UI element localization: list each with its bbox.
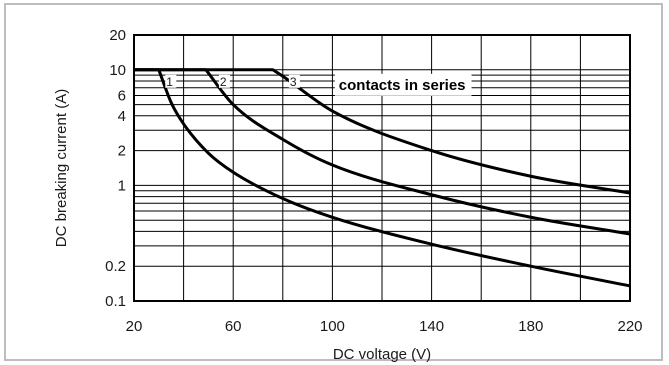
curves: 1 2 3: [134, 68, 631, 288]
y-tick-label: 2: [118, 143, 126, 160]
x-tick-label: 100: [320, 318, 345, 335]
y-tick-label: 0.2: [105, 258, 126, 275]
y-tick-label: 0.1: [105, 293, 126, 310]
curve-label-bg: [288, 74, 300, 88]
x-axis-ticks: 20 60 100 140 180 220: [126, 318, 643, 335]
y-tick-label: 6: [118, 87, 126, 104]
y-axis-ticks: 20 10 6 4 2 1 0.2 0.1: [105, 27, 126, 310]
curve-label-1: 1: [165, 74, 177, 89]
plot-area-border: [133, 34, 631, 302]
x-tick-label: 60: [225, 318, 242, 335]
x-tick-label: 220: [617, 318, 642, 335]
y-tick-label: 1: [118, 177, 126, 194]
curve-label-text: 3: [290, 75, 297, 89]
annotation-group: contacts in series: [334, 73, 472, 96]
y-tick-label: 4: [118, 108, 126, 125]
curve-2: [134, 68, 631, 236]
x-tick-label: 140: [419, 318, 444, 335]
curve-label-bg: [218, 74, 230, 88]
curve-label-text: 2: [220, 75, 227, 89]
x-axis-label: DC voltage (V): [333, 346, 431, 363]
curve-3: [134, 68, 631, 195]
curve-1: [134, 68, 631, 288]
x-tick-label: 180: [518, 318, 543, 335]
curve-label-2: 2: [218, 74, 230, 89]
curve-label-bg: [165, 74, 177, 88]
y-tick-label: 20: [109, 27, 126, 44]
contacts-in-series-annotation: contacts in series: [339, 77, 466, 94]
curve-label-text: 1: [166, 75, 173, 89]
y-tick-label: 10: [109, 62, 126, 79]
curve-label-3: 3: [288, 74, 300, 89]
y-axis-label: DC breaking current (A): [53, 89, 70, 247]
x-tick-label: 20: [126, 318, 143, 335]
